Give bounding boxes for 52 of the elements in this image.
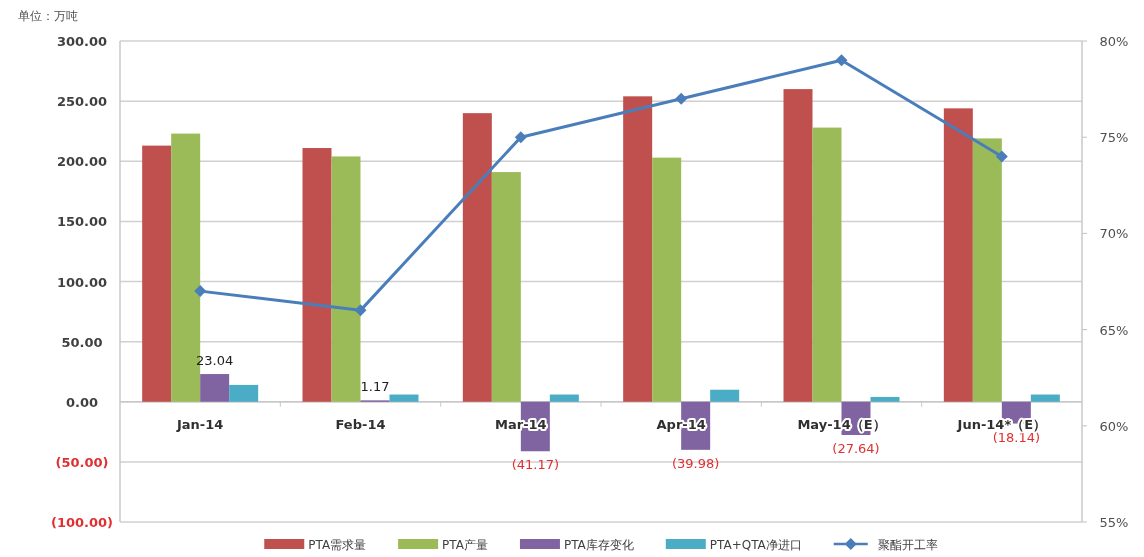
y-tick-label: 150.00 — [56, 214, 108, 230]
point — [995, 150, 1008, 163]
y2-tick-label: 60% — [1099, 418, 1129, 434]
x-tick-label: Apr-14 — [656, 416, 706, 432]
point — [354, 304, 367, 317]
bar — [652, 157, 682, 402]
y2-tick-label: 70% — [1099, 226, 1129, 242]
legend-label: PTA产量 — [442, 538, 488, 552]
bar — [200, 374, 230, 402]
legend-label: PTA需求量 — [308, 538, 367, 552]
x-tick-label: Feb-14 — [335, 416, 386, 432]
bar — [710, 389, 740, 402]
y-tick-label: (50.00) — [55, 454, 109, 470]
y-tick-label: 50.00 — [61, 334, 103, 350]
y-tick-label: 300.00 — [56, 34, 108, 49]
data-label: 1.17 — [360, 379, 390, 395]
y2-tick-label: 65% — [1099, 322, 1129, 338]
y-tick-label: 100.00 — [56, 274, 108, 290]
bar — [229, 384, 259, 402]
y-tick-label: 0.00 — [65, 394, 99, 410]
y2-tick-label: 80% — [1099, 34, 1129, 49]
point — [835, 54, 848, 67]
y-tick-label: 200.00 — [56, 154, 108, 170]
bar — [549, 394, 579, 402]
y-tick-label: 250.00 — [56, 94, 108, 110]
point — [675, 92, 688, 105]
bar — [943, 108, 973, 402]
bar — [623, 96, 653, 402]
bar — [870, 396, 900, 402]
bar — [812, 127, 842, 402]
legend-label: 聚酯开工率 — [877, 538, 938, 552]
bar — [491, 172, 521, 402]
bar — [972, 138, 1002, 402]
bar — [389, 394, 419, 402]
data-label: (27.64) — [832, 440, 880, 456]
y2-tick-label: 75% — [1099, 130, 1129, 146]
y-tick-label: (100.00) — [50, 515, 114, 530]
bar — [142, 145, 172, 402]
point — [194, 285, 207, 298]
data-label: (41.17) — [511, 457, 560, 473]
bar — [331, 156, 361, 402]
legend-label: PTA库存变化 — [563, 538, 634, 552]
x-tick-label: Jan-14 — [175, 416, 224, 432]
bar — [783, 89, 813, 402]
bar — [1030, 394, 1060, 402]
bar — [302, 148, 332, 402]
data-label: (39.98) — [671, 455, 720, 471]
point — [514, 131, 527, 144]
legend-label: PTA+QTA净进口 — [709, 538, 802, 552]
text: 单位：万吨 — [18, 9, 78, 23]
y2-tick-label: 55% — [1099, 515, 1129, 530]
bar — [462, 113, 492, 402]
